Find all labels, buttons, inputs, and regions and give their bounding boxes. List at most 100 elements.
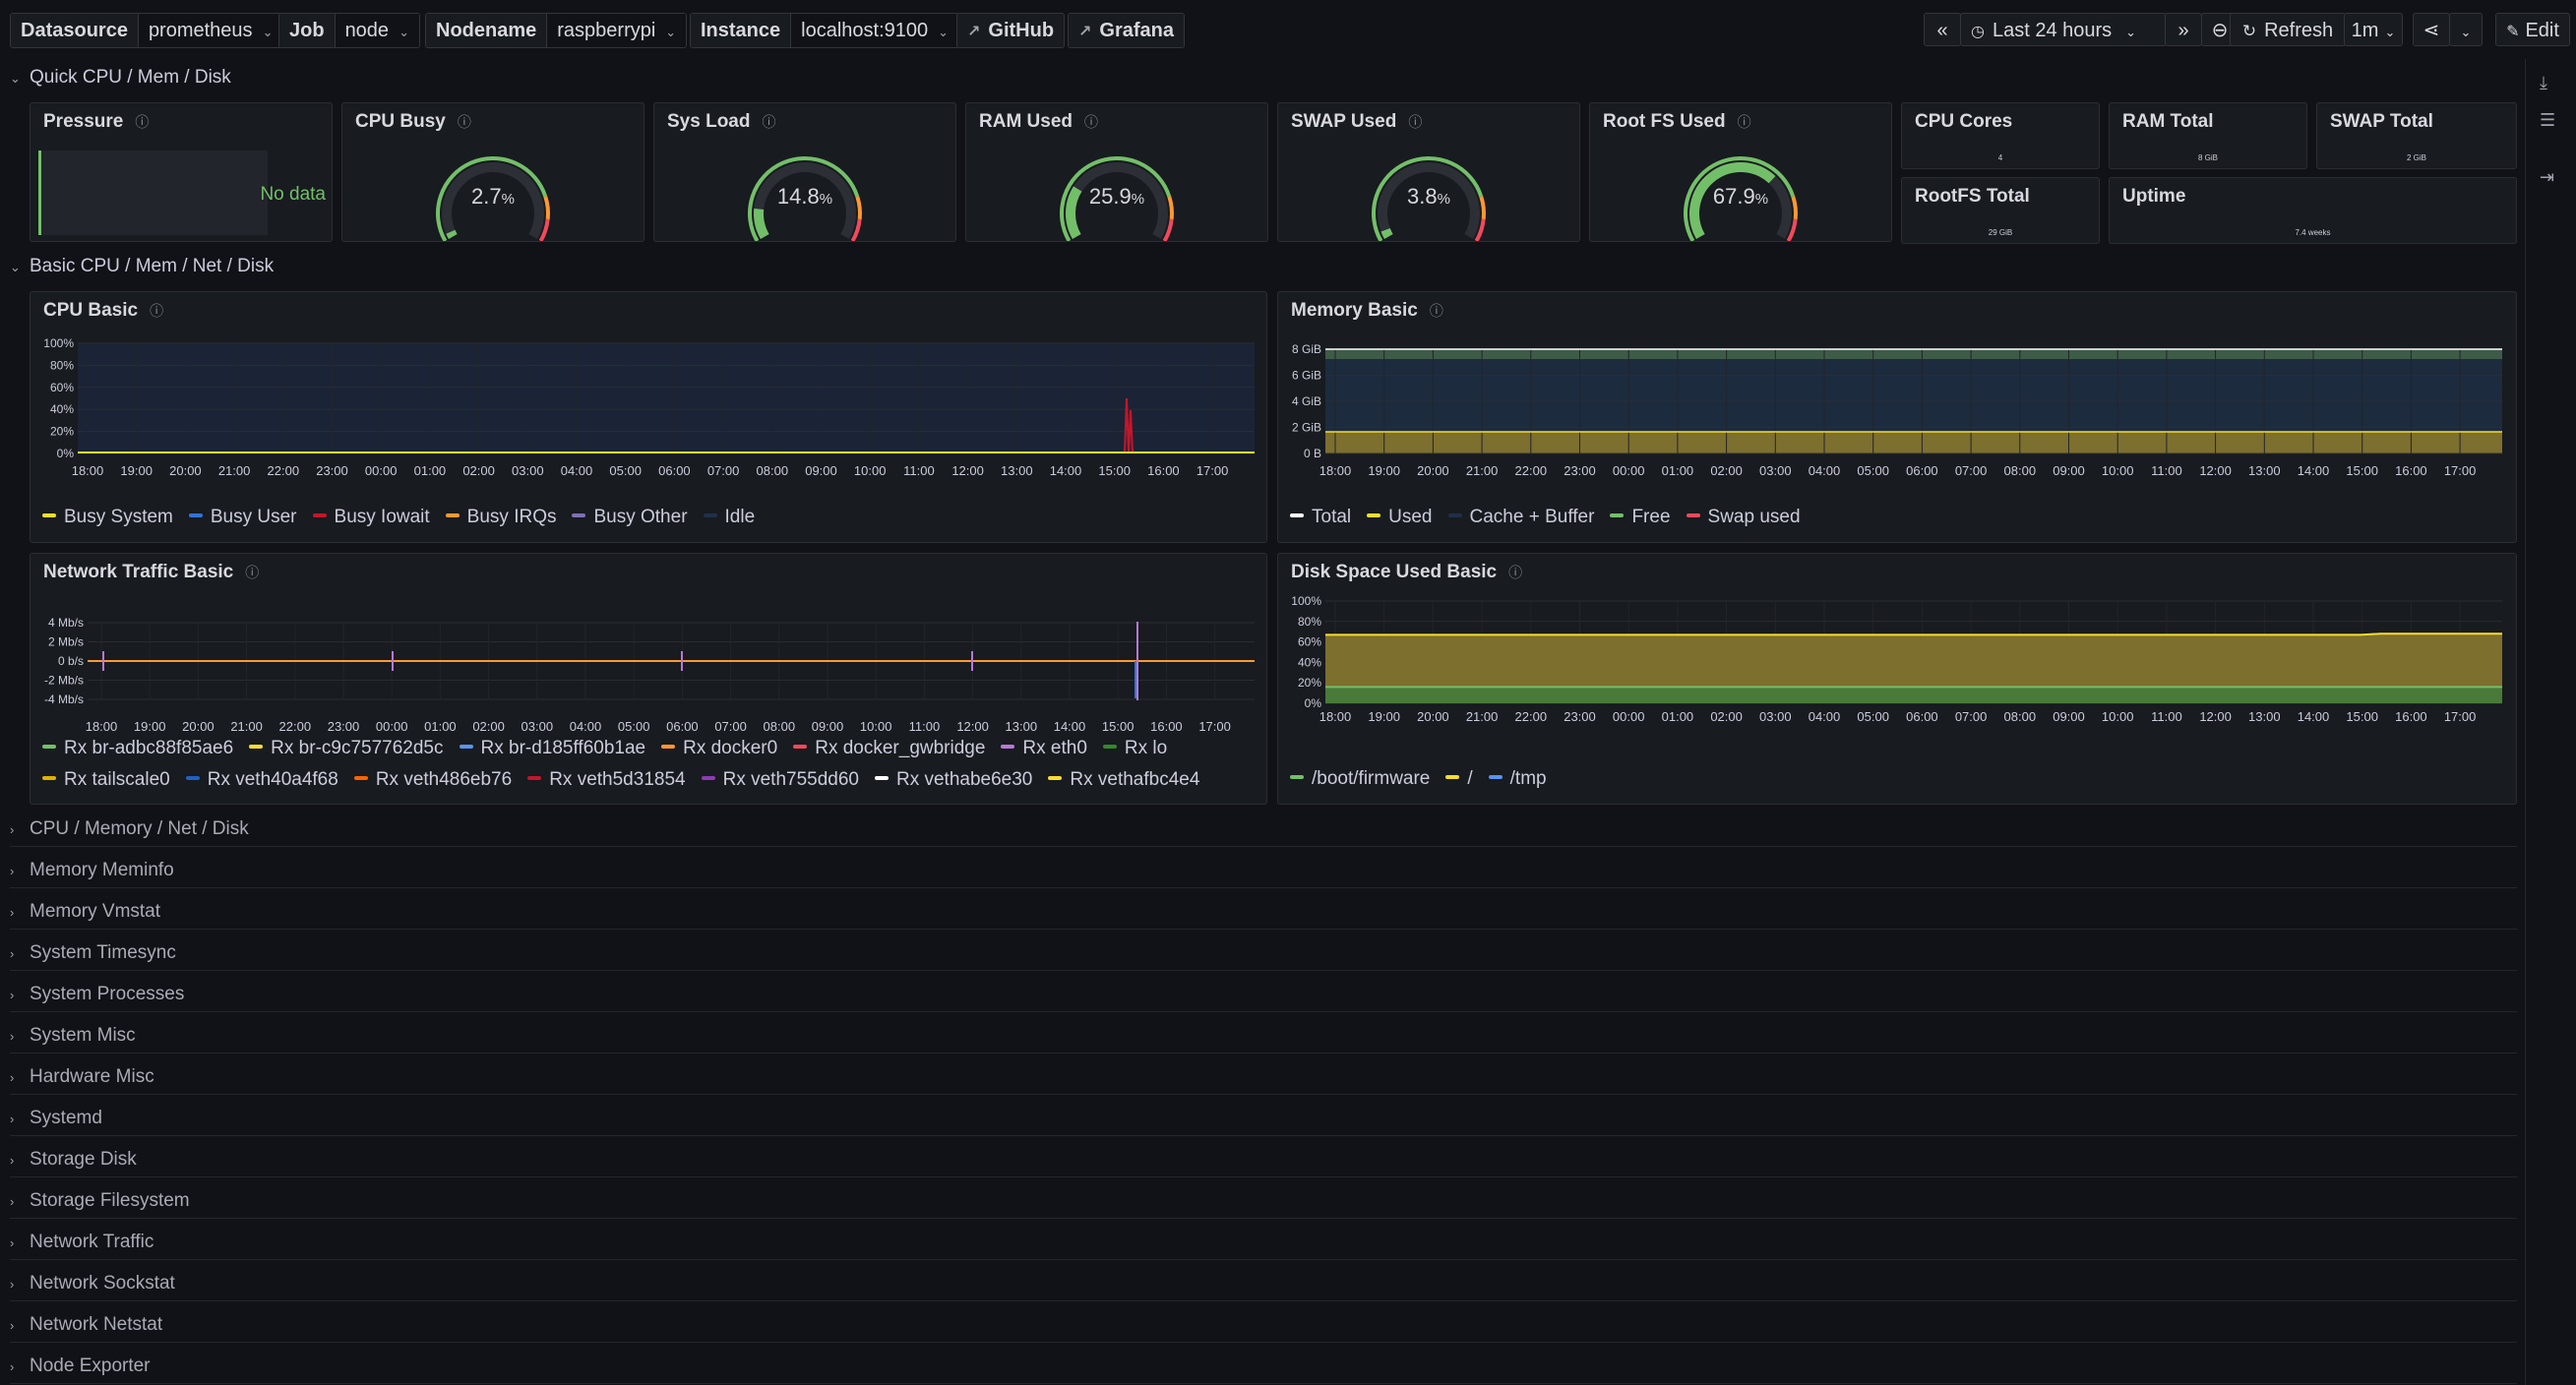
info-icon[interactable]: ⓘ — [135, 114, 150, 130]
row-divider — [10, 1218, 2517, 1219]
legend-item[interactable]: Rx lo — [1102, 738, 1167, 759]
variable-select[interactable]: prometheus ⌄ — [138, 14, 283, 47]
legend-item[interactable]: Rx veth40a4f68 — [185, 769, 338, 791]
legend-item[interactable]: Busy IRQs — [445, 507, 556, 528]
grafana-link[interactable]: ↗ Grafana — [1068, 13, 1185, 48]
legend-item[interactable]: Free — [1610, 507, 1671, 528]
variable-datasource[interactable]: Datasource prometheus ⌄ — [10, 13, 284, 48]
info-icon[interactable]: ⓘ — [762, 114, 776, 130]
legend-item[interactable]: Idle — [703, 507, 755, 528]
legend-item[interactable]: / — [1445, 768, 1473, 790]
variable-nodename[interactable]: Nodename raspberrypi ⌄ — [425, 13, 688, 48]
legend-item[interactable]: Rx veth5d31854 — [527, 769, 686, 791]
refresh-interval-picker[interactable]: 1m ⌄ — [2344, 13, 2403, 46]
network-basic-panel[interactable]: Network Traffic Basic ⓘ 4 Mb/s 2 Mb/s 0 b/s… — [30, 553, 1267, 805]
collapsed-row-header[interactable]: › CPU / Memory / Net / Disk — [10, 818, 249, 840]
collapsed-row-header[interactable]: › Storage Filesystem — [10, 1190, 190, 1212]
collapsed-row-header[interactable]: › Memory Vmstat — [10, 901, 160, 923]
legend-item[interactable]: Rx veth486eb76 — [353, 769, 512, 791]
x-tick-label: 13:00 — [1001, 463, 1033, 478]
legend-item[interactable]: Busy User — [188, 507, 297, 528]
time-shift-back-button[interactable]: « — [1924, 13, 1961, 46]
info-icon[interactable]: ⓘ — [1429, 303, 1443, 319]
edit-button[interactable]: ✎ Edit — [2495, 13, 2570, 46]
legend-item[interactable]: Rx br-adbc88f85ae6 — [42, 738, 233, 759]
gauge-panel[interactable]: CPU Busy ⓘ 2.7% — [341, 102, 644, 242]
dock-outline-icon[interactable]: ☰ — [2540, 110, 2556, 130]
cpu-basic-panel[interactable]: CPU Basic ⓘ 100% 80% 60% 40% 20% 0% 18:00 19:00 2… — [30, 291, 1267, 543]
legend-item[interactable]: Rx eth0 — [1001, 738, 1087, 759]
collapsed-row-header[interactable]: › Storage Disk — [10, 1149, 137, 1171]
gauge-panel[interactable]: SWAP Used ⓘ 3.8% — [1277, 102, 1580, 242]
stat-uptime[interactable]: Uptime 7.4 weeks — [2109, 177, 2517, 244]
github-link[interactable]: ↗ GitHub — [956, 13, 1066, 48]
legend-item[interactable]: Busy Other — [572, 507, 688, 528]
refresh-button[interactable]: ↻ Refresh — [2230, 13, 2346, 46]
gauge-panel[interactable]: Sys Load ⓘ 14.8% — [653, 102, 956, 242]
disk-basic-chart[interactable]: 100% 80% 60% 40% 20% 0%18:00 19:00 20:00 21:00 22… — [1278, 593, 2516, 741]
legend-item[interactable]: Busy System — [42, 507, 173, 528]
legend-item[interactable]: Rx tailscale0 — [42, 769, 170, 791]
memory-basic-chart[interactable]: 8 GiB 6 GiB 4 GiB 2 GiB 0 B 18:00 19:00 20:00 21… — [1278, 331, 2516, 479]
legend-item[interactable]: Busy Iowait — [312, 507, 430, 528]
variable-select[interactable]: node ⌄ — [335, 14, 419, 47]
gauge-panel[interactable]: RAM Used ⓘ 25.9% — [965, 102, 1268, 242]
collapsed-row-header[interactable]: › Systemd — [10, 1108, 102, 1129]
x-tick-label: 23:00 — [316, 463, 348, 478]
info-icon[interactable]: ⓘ — [1737, 114, 1751, 130]
cpu-basic-chart[interactable]: 100% 80% 60% 40% 20% 0% 18:00 19:00 20:00 21:00 22… — [31, 331, 1266, 479]
legend-item[interactable]: Rx br-d185ff60b1ae — [459, 738, 645, 759]
legend-item[interactable]: /tmp — [1488, 768, 1547, 790]
pressure-panel[interactable]: Pressure ⓘ No data — [30, 102, 333, 242]
collapsed-row-header[interactable]: › Node Exporter — [10, 1355, 151, 1377]
stat-swap-total[interactable]: SWAP Total 2 GiB — [2316, 102, 2517, 169]
stat-cpu-cores[interactable]: CPU Cores 4 — [1901, 102, 2100, 169]
memory-basic-panel[interactable]: Memory Basic ⓘ 8 GiB 6 GiB 4 GiB 2 GiB 0 B 18:… — [1277, 291, 2517, 543]
collapsed-row-header[interactable]: › System Timesync — [10, 942, 176, 964]
info-icon[interactable]: ⓘ — [245, 565, 260, 580]
dock-collapse-icon[interactable]: ⇥ — [2540, 167, 2555, 187]
collapsed-row-header[interactable]: › System Processes — [10, 984, 184, 1005]
stat-rootfs-total[interactable]: RootFS Total 29 GiB — [1901, 177, 2100, 244]
collapsed-row-header[interactable]: › Memory Meminfo — [10, 860, 174, 881]
legend-item[interactable]: Total — [1290, 507, 1351, 528]
network-basic-chart[interactable]: 4 Mb/s 2 Mb/s 0 b/s -2 Mb/s -4 Mb/s18:00 19:0… — [31, 593, 1266, 741]
time-shift-forward-button[interactable]: » — [2165, 13, 2202, 46]
time-range-picker[interactable]: ◷ Last 24 hours ⌄ — [1960, 13, 2167, 46]
disk-basic-panel[interactable]: Disk Space Used Basic ⓘ 100% 80% 60% 40% 20% 0… — [1277, 553, 2517, 805]
variable-select[interactable]: raspberrypi ⌄ — [547, 14, 687, 47]
legend-item[interactable]: Rx veth755dd60 — [701, 769, 859, 791]
collapsed-row-header[interactable]: › Network Traffic — [10, 1232, 153, 1253]
share-button[interactable]: ⋖ — [2413, 13, 2450, 46]
share-menu-button[interactable]: ⌄ — [2449, 13, 2483, 46]
legend-item[interactable]: /boot/firmware — [1290, 768, 1430, 790]
info-icon[interactable]: ⓘ — [150, 303, 164, 319]
legend-item[interactable]: Rx vethafbc4e4 — [1048, 769, 1199, 791]
variable-instance[interactable]: Instance localhost:9100 ⌄ — [690, 13, 960, 48]
row-quick-header[interactable]: ⌄ Quick CPU / Mem / Disk — [10, 67, 231, 89]
legend-item[interactable]: Rx docker_gwbridge — [793, 738, 985, 759]
legend-item[interactable]: Rx br-c9c757762d5c — [249, 738, 444, 759]
variable-job[interactable]: Job node ⌄ — [278, 13, 420, 48]
info-icon[interactable]: ⓘ — [1508, 565, 1523, 580]
gauge-panel[interactable]: Root FS Used ⓘ 67.9% — [1589, 102, 1892, 242]
legend-item[interactable]: Used — [1367, 507, 1433, 528]
collapsed-row-header[interactable]: › Hardware Misc — [10, 1066, 154, 1088]
info-icon[interactable]: ⓘ — [1408, 114, 1423, 130]
y-tick-label: 0 b/s — [58, 654, 84, 668]
legend-item[interactable]: Rx vethabe6e30 — [874, 769, 1032, 791]
info-icon[interactable]: ⓘ — [1084, 114, 1099, 130]
legend-item[interactable]: Cache + Buffer — [1447, 507, 1594, 528]
dock-save-icon[interactable]: ⤓ — [2540, 73, 2547, 92]
collapsed-row-header[interactable]: › System Misc — [10, 1025, 136, 1047]
variable-select[interactable]: localhost:9100 ⌄ — [791, 14, 959, 47]
stat-ram-total[interactable]: RAM Total 8 GiB — [2109, 102, 2307, 169]
stat-value: 7.4 weeks — [2295, 228, 2331, 237]
info-icon[interactable]: ⓘ — [457, 114, 471, 130]
collapsed-row-header[interactable]: › Network Sockstat — [10, 1273, 175, 1295]
legend-item[interactable]: Swap used — [1686, 507, 1801, 528]
row-basic-header[interactable]: ⌄ Basic CPU / Mem / Net / Disk — [10, 256, 274, 277]
collapsed-row-header[interactable]: › Network Netstat — [10, 1314, 162, 1336]
x-tick-label: 20:00 — [1417, 463, 1449, 478]
legend-item[interactable]: Rx docker0 — [661, 738, 777, 759]
